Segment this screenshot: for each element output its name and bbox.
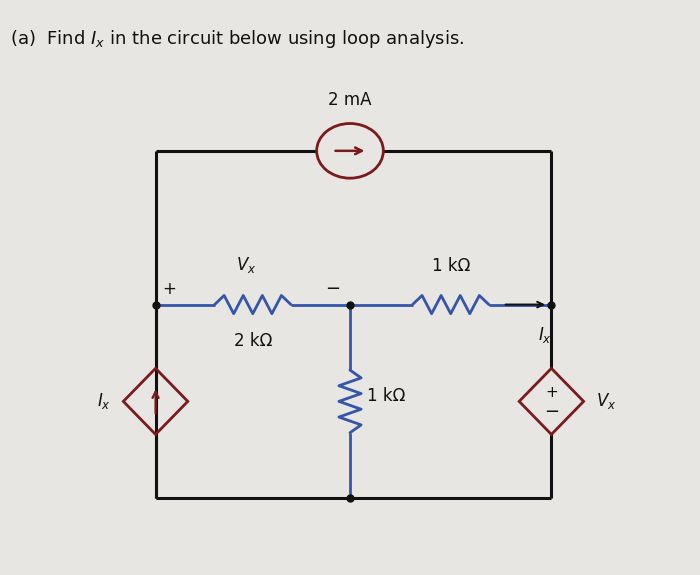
Text: $V_x$: $V_x$ bbox=[596, 392, 617, 411]
Text: (a)  Find $I_x$ in the circuit below using loop analysis.: (a) Find $I_x$ in the circuit below usin… bbox=[10, 28, 464, 51]
Text: 2 mA: 2 mA bbox=[328, 91, 372, 109]
Text: 1 kΩ: 1 kΩ bbox=[368, 387, 406, 405]
Text: $V_x$: $V_x$ bbox=[236, 255, 256, 275]
Text: $I_x$: $I_x$ bbox=[538, 325, 552, 345]
Text: $I_x$: $I_x$ bbox=[97, 392, 111, 411]
Text: +: + bbox=[162, 279, 176, 298]
Text: 2 kΩ: 2 kΩ bbox=[234, 332, 272, 350]
Text: 1 kΩ: 1 kΩ bbox=[431, 257, 470, 275]
Text: −: − bbox=[325, 279, 340, 298]
Text: −: − bbox=[544, 403, 559, 421]
Text: +: + bbox=[545, 385, 558, 400]
